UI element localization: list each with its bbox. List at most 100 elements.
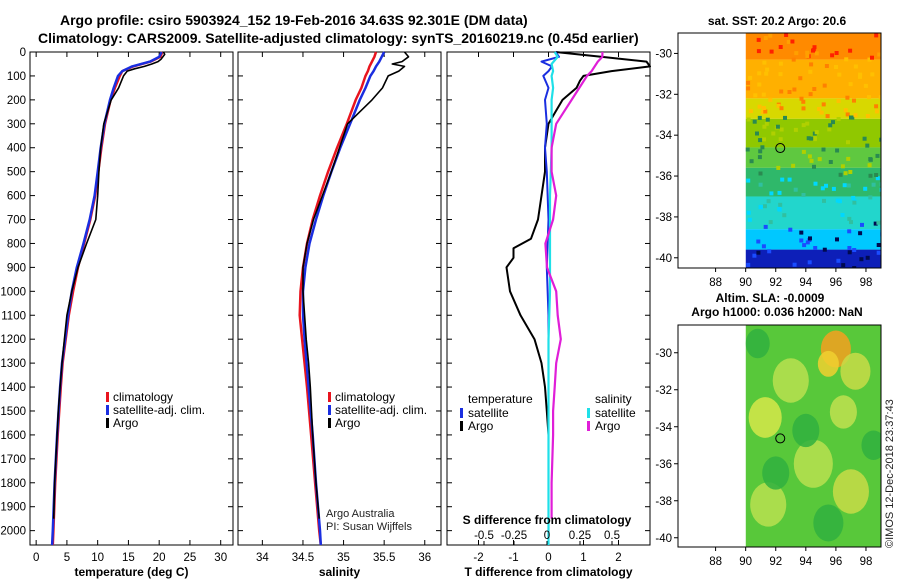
x-tick-label: 10 — [91, 552, 104, 564]
sst-pixel — [875, 153, 880, 158]
legend-swatch — [328, 418, 331, 428]
sst-pixel — [849, 220, 853, 225]
sst-pixel — [762, 124, 767, 129]
sst-pixel — [753, 93, 758, 98]
sst-pixel — [761, 92, 766, 97]
sst-pixel — [822, 83, 827, 88]
x-tick-label: -1 — [508, 552, 518, 564]
sst-pixel — [778, 202, 783, 207]
sst-pixel — [805, 240, 810, 245]
x-tick-label: 30 — [214, 552, 227, 564]
sst-pixel — [831, 120, 835, 125]
s-tick-label: -0.25 — [501, 530, 527, 542]
sla-blob — [840, 352, 871, 390]
sst-pixel — [867, 163, 872, 168]
sst-pixel — [846, 140, 850, 145]
sla-blob — [793, 439, 833, 488]
y-tick-label: 0 — [20, 47, 26, 59]
x-tick-label: 88 — [709, 556, 722, 568]
y-tick-label: -30 — [655, 48, 672, 60]
legend-temperature-title: temperature — [468, 392, 533, 406]
sst-pixel — [848, 170, 853, 174]
sst-pixel — [853, 113, 858, 118]
legend-swatch — [460, 421, 463, 431]
sla-map-title: Altim. SLA: -0.0009 — [716, 291, 825, 305]
legend-label: satellite — [595, 406, 636, 420]
sst-pixel — [868, 173, 873, 178]
sst-pixel — [757, 155, 762, 160]
sst-pixel — [801, 106, 806, 111]
sst-pixel — [859, 257, 864, 262]
sst-pixel — [764, 71, 769, 76]
sst-pixel — [858, 74, 862, 79]
series-line-argo — [302, 51, 410, 519]
x-tick-label: 20 — [153, 552, 166, 564]
sst-pixel — [805, 121, 810, 126]
sst-pixel — [820, 186, 825, 191]
sst-pixel — [868, 195, 873, 200]
sst-pixel — [842, 183, 847, 188]
sst-pixel — [756, 250, 761, 255]
salinity-panel: 34 34.5 35 35.5 36 salinity climatologysatelli… — [237, 51, 442, 579]
sst-pixel — [768, 220, 773, 225]
legend-swatch — [587, 408, 590, 418]
x-tick-label: 35 — [337, 552, 350, 564]
legend-label: Argo — [113, 416, 139, 430]
sst_map-field — [745, 33, 882, 268]
sst-pixel — [874, 109, 879, 114]
sst-pixel — [762, 137, 766, 142]
sst-pixel — [805, 54, 810, 58]
legend-label: climatology — [335, 390, 395, 404]
sla-blob — [813, 504, 844, 542]
sst-pixel — [762, 204, 767, 209]
y-tick-label: 1000 — [0, 286, 26, 298]
x-tick-label: 35.5 — [373, 552, 395, 564]
sst-pixel — [791, 57, 796, 62]
sst-pixel — [760, 110, 765, 115]
sst-pixel — [758, 149, 763, 154]
s-tick-label: 0 — [544, 530, 550, 542]
s-tick-label: 0.5 — [604, 530, 620, 542]
sst-pixel — [819, 110, 824, 115]
sst-pixel — [824, 64, 829, 68]
sst-pixel — [746, 80, 751, 85]
sst-pixel — [809, 136, 814, 141]
sst-pixel — [775, 124, 780, 129]
sst-pixel — [746, 86, 751, 91]
sla_map-panel: 88 90 92 94 96 98 -30 -32 -34 -36 -38 -40 Altim. SLA… — [655, 291, 882, 568]
legend-swatch — [328, 405, 331, 415]
sst-pixel — [778, 72, 783, 77]
sst-pixel — [757, 104, 762, 109]
sst-pixel — [876, 250, 881, 255]
sst-pixel — [877, 52, 882, 57]
sst-pixel — [846, 183, 851, 188]
y-tick-label: 1300 — [0, 358, 26, 370]
sla-blob — [861, 430, 882, 461]
sst-band — [745, 98, 881, 119]
y-tick-label: 400 — [7, 143, 26, 155]
sst-pixel — [765, 67, 770, 72]
sst-pixel — [845, 95, 850, 100]
sla-blob — [832, 469, 869, 514]
difference-top-xlabel: S difference from climatology — [463, 513, 632, 527]
x-tick-label: 98 — [860, 277, 873, 289]
sst-pixel — [747, 217, 752, 222]
sst-pixel — [768, 33, 773, 38]
sla-blob — [792, 413, 820, 448]
x-tick-label: 98 — [860, 556, 873, 568]
y-tick-label: -36 — [655, 171, 672, 183]
x-tick-label: 90 — [739, 556, 752, 568]
y-tick-label: 1100 — [1, 310, 26, 322]
sla_map-field — [745, 325, 882, 547]
sst-pixel — [757, 82, 762, 87]
y-tick-label: 2000 — [0, 526, 26, 538]
sla-blob — [750, 482, 787, 527]
sst-pixel — [814, 130, 819, 135]
sst-pixel — [828, 123, 833, 128]
sst-pixel — [875, 176, 880, 181]
sst-pixel — [837, 72, 842, 77]
sst-pixel — [756, 37, 761, 42]
sst-pixel — [807, 154, 812, 159]
sst-pixel — [746, 262, 751, 267]
sst-pixel — [784, 33, 789, 37]
